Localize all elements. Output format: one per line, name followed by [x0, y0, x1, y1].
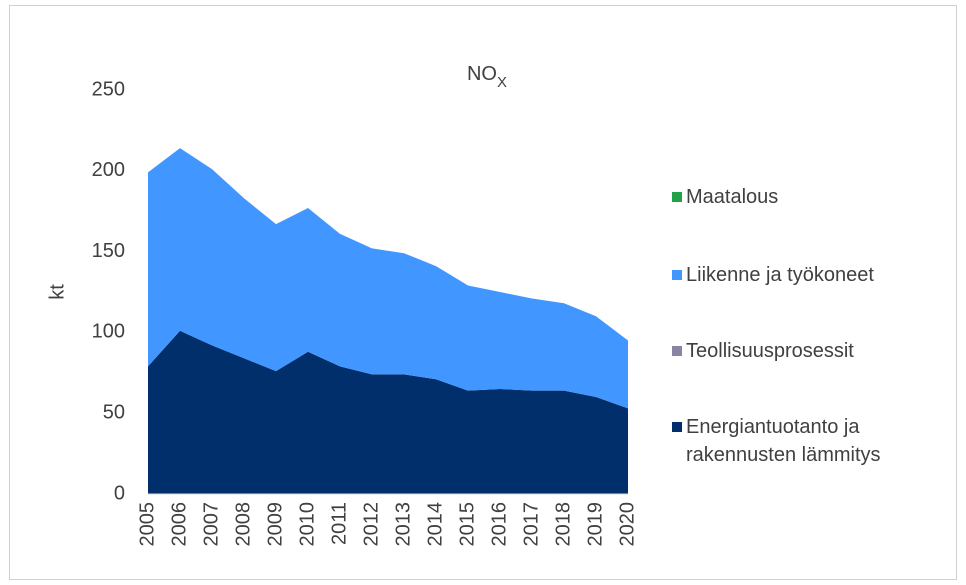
x-tick-label: 2017 [520, 502, 542, 547]
legend-swatch [672, 422, 682, 432]
x-tick-label: 2009 [264, 502, 286, 547]
legend-label: Teollisuusprosessit [686, 340, 854, 362]
y-tick-label: 200 [92, 159, 125, 181]
x-tick-label: 2013 [392, 502, 414, 547]
legend-item: Energiantuotanto ja rakennusten lämmitys [672, 413, 942, 469]
x-tick-label: 2014 [424, 502, 446, 547]
legend-item: Maatalous [672, 183, 942, 211]
y-axis-label: kt [46, 284, 68, 300]
x-tick-label: 2007 [200, 502, 222, 547]
y-tick-label: 250 [92, 78, 125, 100]
x-tick-label: 2018 [552, 502, 574, 547]
legend-label: Maatalous [686, 186, 779, 208]
chart-border [9, 5, 957, 580]
area [148, 148, 628, 409]
legend-item: Liikenne ja työkoneet [672, 261, 942, 289]
x-tick-label: 2010 [296, 502, 318, 547]
title-main: NO [467, 63, 497, 85]
x-tick-label: 2020 [616, 502, 638, 547]
legend-item: Teollisuusprosessit [672, 337, 942, 365]
x-tick-label: 2008 [232, 502, 254, 547]
x-tick-label: 2016 [488, 502, 510, 547]
x-tick-label: 2005 [136, 502, 158, 547]
legend-swatch [672, 346, 682, 356]
legend-swatch [672, 270, 682, 280]
y-tick-label: 50 [103, 401, 125, 423]
y-tick-label: 150 [92, 240, 125, 262]
area [148, 330, 628, 494]
x-tick-label: 2011 [328, 502, 350, 545]
y-tick-label: 0 [114, 482, 125, 504]
x-tick-label: 2006 [168, 502, 190, 547]
legend-label: Liikenne ja työkoneet [686, 264, 874, 286]
chart-title: NOX [467, 63, 507, 91]
legend-swatch [672, 192, 682, 202]
x-tick-label: 2019 [584, 502, 606, 547]
title-subscript: X [497, 74, 507, 91]
legend-label: Energiantuotanto ja rakennusten lämmitys [686, 416, 881, 466]
x-tick-label: 2015 [456, 502, 478, 547]
y-tick-label: 100 [92, 321, 125, 343]
x-tick-label: 2012 [360, 502, 382, 547]
